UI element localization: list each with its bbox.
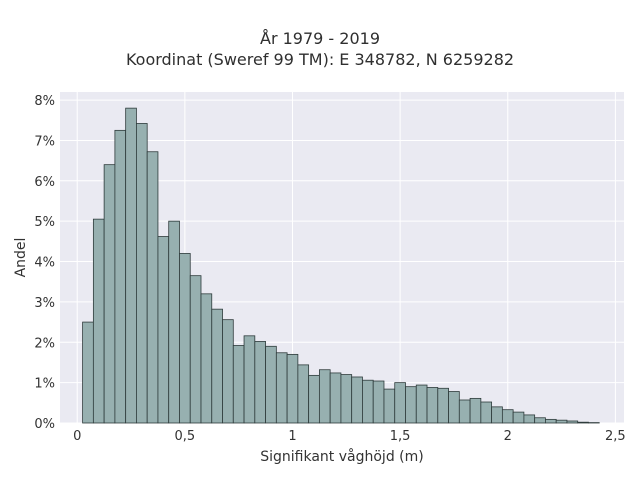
histogram-bar	[125, 107, 137, 424]
histogram-bar	[534, 417, 546, 424]
histogram-bar	[200, 293, 213, 424]
histogram-bar	[351, 376, 363, 424]
histogram-bar	[448, 391, 460, 424]
histogram-bar	[82, 321, 94, 424]
y-tick-label: 2%	[34, 336, 55, 351]
y-tick-label: 6%	[34, 175, 55, 190]
histogram-bar	[243, 335, 256, 424]
histogram-bar	[92, 218, 105, 424]
histogram-bar	[168, 220, 180, 424]
histogram-bar	[405, 386, 417, 424]
histogram-bar	[265, 345, 277, 424]
histogram-bar	[275, 352, 288, 424]
x-tick-label: 2	[504, 429, 512, 444]
histogram-bar	[297, 364, 310, 424]
histogram-bar	[103, 164, 116, 424]
bars	[82, 107, 600, 424]
histogram-bar	[340, 374, 353, 424]
histogram-bar	[555, 419, 568, 424]
y-axis-label: Andel	[13, 238, 29, 278]
x-axis-label: Signifikant våghöjd (m)	[260, 448, 423, 465]
histogram-bar	[222, 319, 234, 424]
histogram-bar	[458, 399, 471, 424]
histogram-bar	[545, 418, 557, 424]
histogram-bar	[157, 236, 170, 424]
histogram-bar	[566, 420, 579, 424]
x-tick-label: 2,5	[605, 429, 626, 444]
y-tick-label: 8%	[34, 94, 55, 109]
histogram-bar	[491, 406, 503, 424]
histogram-bar	[211, 308, 223, 424]
histogram-bar	[512, 411, 525, 424]
histogram-bar	[189, 275, 202, 424]
histogram-bar	[437, 387, 449, 424]
histogram-bar	[318, 369, 331, 424]
x-tick-label: 0,5	[175, 429, 196, 444]
x-tick-label: 0	[73, 429, 81, 444]
histogram-bar	[114, 129, 127, 424]
histogram-bar	[146, 151, 159, 424]
y-tick-label: 3%	[34, 296, 55, 311]
histogram-bar	[577, 421, 589, 424]
histogram-bar	[480, 401, 493, 424]
y-tick-label: 1%	[34, 377, 55, 392]
histogram-bar	[179, 253, 191, 424]
x-tick-label: 1,5	[390, 429, 411, 444]
histogram-bar	[415, 384, 428, 424]
x-axis-ticks: 0 0,5 1 1,5 2 2,5	[73, 429, 626, 444]
histogram-bar	[372, 380, 385, 424]
histogram-bar	[523, 414, 536, 424]
chart-title: År 1979 - 2019	[260, 29, 380, 48]
x-tick-label: 1	[288, 429, 296, 444]
y-axis-ticks: 0% 1% 2% 3% 4% 5% 6% 7% 8%	[34, 94, 55, 432]
histogram-bar	[383, 388, 396, 424]
histogram-bar	[394, 382, 406, 424]
histogram-bar	[136, 123, 148, 424]
histogram-bar	[232, 345, 245, 424]
histogram-bar	[362, 379, 374, 424]
histogram-bar	[329, 372, 342, 424]
chart-subtitle: Koordinat (Sweref 99 TM): E 348782, N 62…	[125, 50, 515, 69]
y-tick-label: 0%	[34, 417, 55, 432]
histogram-bar	[469, 397, 482, 424]
histogram-bar	[501, 409, 514, 424]
y-tick-label: 7%	[34, 134, 55, 149]
histogram-bar	[254, 341, 266, 424]
histogram-bar	[308, 374, 320, 424]
histogram-bar	[426, 387, 439, 424]
y-tick-label: 4%	[34, 256, 55, 271]
y-tick-label: 5%	[34, 215, 55, 230]
histogram-bar	[286, 353, 299, 424]
